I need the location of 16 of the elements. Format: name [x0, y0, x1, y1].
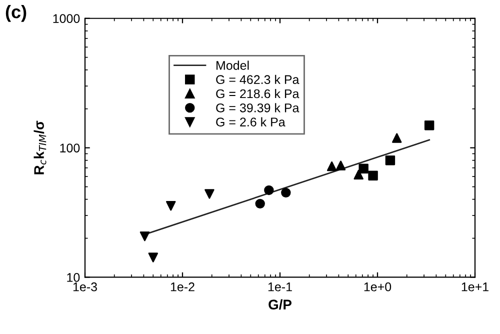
legend-label: G = 39.39 k Pa	[216, 103, 300, 112]
legend-label: Model	[216, 60, 249, 70]
x-tick-label: 1e+0	[364, 282, 392, 292]
y-axis-title: R$_{c}$k$_{TIM}$/σ	[34, 120, 46, 174]
x-tick-label: 1e-1	[268, 282, 292, 292]
y-tick-label: 1000	[53, 14, 80, 24]
y-tick-label: 10	[67, 273, 80, 282]
legend-label: G = 462.3 k Pa	[216, 74, 300, 84]
x-tick-label: 1e+1	[462, 282, 488, 292]
x-axis-title: G/P	[268, 299, 292, 310]
chart-title: (c)	[6, 5, 26, 22]
x-tick-label: 1e-3	[73, 282, 97, 292]
legend-label: G = 218.6 k Pa	[216, 88, 300, 98]
legend-label: G = 2.6 k Pa	[216, 117, 286, 126]
y-tick-label: 100	[60, 144, 80, 152]
x-tick-label: 1e-2	[170, 282, 194, 292]
